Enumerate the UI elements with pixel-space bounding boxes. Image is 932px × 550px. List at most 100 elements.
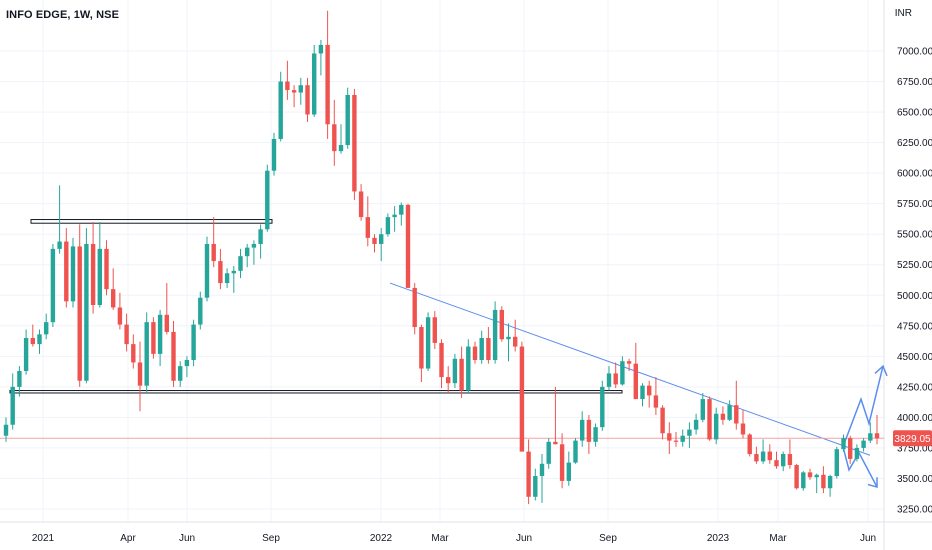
y-tick-label: 6750.00 (897, 77, 932, 88)
x-tick-label: Mar (769, 533, 787, 544)
candle-body (673, 440, 679, 442)
annotations (0, 219, 888, 488)
candle-body (586, 419, 592, 442)
candle-body (459, 358, 464, 391)
candle-body (479, 338, 484, 360)
candle-body (251, 243, 257, 248)
candle-body (821, 474, 826, 489)
y-tick-label: 4000.00 (897, 413, 932, 424)
last-price-label: 3829.05 (894, 434, 931, 445)
candle-body (10, 386, 15, 425)
y-tick-label: 5000.00 (897, 291, 932, 302)
y-tick-label: 5250.00 (897, 260, 932, 271)
candle-body (97, 248, 102, 306)
candle-body (312, 53, 317, 115)
candle-body (224, 273, 230, 284)
candle-body (653, 395, 659, 408)
y-tick-label: 5500.00 (897, 230, 932, 241)
candle-body (111, 289, 116, 308)
candle-body (157, 314, 163, 354)
candle-body (700, 399, 705, 420)
x-tick-label: Sep (262, 533, 280, 544)
candle-body (77, 246, 82, 381)
candle-body (419, 327, 424, 369)
candle-body (566, 462, 571, 481)
candle-body (285, 81, 290, 91)
candle-body (379, 234, 384, 244)
x-tick-label: Mar (431, 533, 449, 544)
candle-body (874, 433, 880, 439)
candle-body (747, 434, 752, 455)
candle-body (807, 472, 813, 478)
candle-body (680, 435, 685, 442)
candle-body (70, 246, 76, 302)
bearish-arrow-head (867, 477, 878, 488)
candle-body (600, 386, 605, 428)
candle-body (854, 447, 860, 459)
candle-body (573, 440, 578, 463)
candle-body (191, 324, 196, 360)
support-box (9, 390, 623, 394)
candle-body (814, 474, 819, 478)
candle-body (171, 331, 176, 381)
candle-body (265, 170, 270, 230)
candle-body (238, 256, 243, 271)
candle-body (452, 358, 458, 384)
candle-body (767, 451, 772, 461)
trendline (389, 282, 871, 456)
candle-body (405, 204, 411, 288)
candle-body (245, 247, 250, 257)
candle-body (660, 407, 665, 434)
candle-body (432, 317, 437, 343)
candle-body (44, 322, 49, 335)
candle-body (305, 85, 310, 115)
candle-body (211, 243, 216, 262)
y-tick-label: 6500.00 (897, 108, 932, 119)
chart-title: INFO EDGE, 1W, NSE (6, 9, 120, 21)
candle-body (298, 85, 303, 93)
candle-body (580, 419, 585, 441)
candle-body (466, 346, 471, 391)
candle-body (358, 191, 364, 218)
y-tick-label: 4500.00 (897, 352, 932, 363)
candle-body (707, 399, 712, 440)
x-tick-label: 2022 (370, 533, 393, 544)
candle-body (868, 433, 873, 441)
candle-body (439, 342, 444, 378)
x-tick-label: Jun (860, 533, 876, 544)
y-tick-label: 3500.00 (897, 474, 932, 485)
y-tick-label: 4750.00 (897, 321, 932, 332)
candle-body (57, 241, 62, 249)
candle-body (593, 427, 598, 442)
candle-body (325, 44, 330, 125)
bullish-arrow-path (842, 365, 884, 447)
candle-body (841, 438, 846, 450)
y-tick-label: 3750.00 (897, 443, 932, 454)
candle-body (332, 124, 337, 152)
candle-body (178, 366, 183, 381)
candle-body (626, 361, 632, 364)
candle-body (231, 270, 236, 274)
y-tick-label: 4250.00 (897, 382, 932, 393)
candle-body (499, 309, 504, 340)
candle-body (620, 361, 625, 385)
candle-body (539, 463, 545, 477)
candle-body (774, 460, 779, 467)
candle-body (50, 248, 56, 323)
candle-body (37, 334, 42, 345)
x-tick-label: Apr (120, 533, 136, 544)
candle-body (23, 338, 29, 371)
candle-body (613, 373, 618, 385)
candle-body (801, 472, 806, 489)
candle-body (385, 217, 391, 235)
candle-body (184, 359, 190, 367)
x-tick-label: Sep (599, 533, 617, 544)
candle-body (17, 370, 22, 387)
currency-label: INR (894, 8, 912, 19)
candle-body (271, 138, 277, 171)
candle-body (137, 362, 143, 386)
candle-body (345, 94, 350, 146)
candle-body (794, 465, 799, 489)
candle-body (144, 322, 149, 386)
